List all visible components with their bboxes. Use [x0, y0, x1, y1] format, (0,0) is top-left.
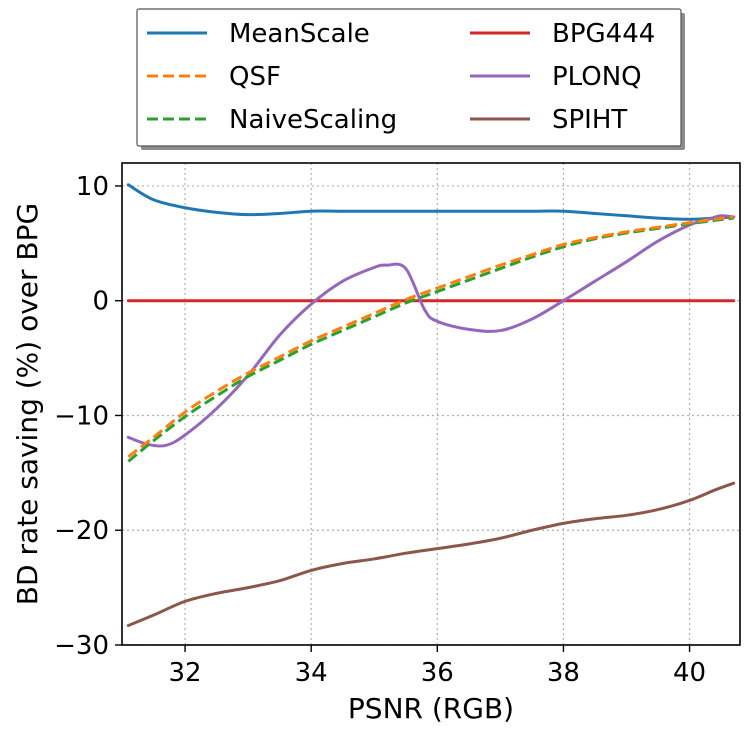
grid: [122, 163, 740, 646]
series-line-qsf: [127, 215, 734, 458]
series-layer: [126, 183, 736, 627]
series-line-plonq: [126, 214, 736, 448]
y-tick-label: −30: [54, 631, 109, 661]
x-axis-label: PSNR (RGB): [348, 692, 514, 725]
y-axis-ticks: −30 −20 −10 0 10: [54, 172, 122, 661]
x-tick-label: 40: [673, 658, 706, 688]
legend-label-qsf: QSF: [229, 62, 281, 92]
y-tick-label: 0: [92, 287, 109, 317]
x-tick-label: 34: [295, 658, 328, 688]
legend-label-bpg444: BPG444: [552, 19, 655, 49]
legend-label-plonq: PLONQ: [552, 62, 642, 92]
series-line-meanscale: [126, 183, 736, 221]
legend-label-naivescaling: NaiveScaling: [229, 105, 397, 135]
y-tick-label: −20: [54, 516, 109, 546]
legend-items: MeanScale QSF NaiveScaling BPG444 PLONQ SPIHT: [147, 19, 655, 135]
x-tick-label: 36: [421, 658, 454, 688]
series-line-naivescaling: [127, 216, 734, 463]
x-tick-label: 32: [169, 658, 202, 688]
legend-frame: [136, 8, 682, 147]
y-tick-label: 10: [76, 172, 109, 202]
y-axis-label: BD rate saving (%) over BPG: [11, 203, 44, 605]
legend: MeanScale QSF NaiveScaling BPG444 PLONQ SPIHT: [136, 8, 685, 150]
x-axis-ticks: 32 34 36 38 40: [169, 645, 706, 688]
y-tick-label: −10: [54, 401, 109, 431]
series-line-spiht: [126, 481, 736, 627]
plot-frame: [121, 162, 741, 646]
legend-label-meanscale: MeanScale: [229, 19, 370, 49]
legend-label-spiht: SPIHT: [552, 105, 627, 135]
x-tick-label: 38: [547, 658, 580, 688]
